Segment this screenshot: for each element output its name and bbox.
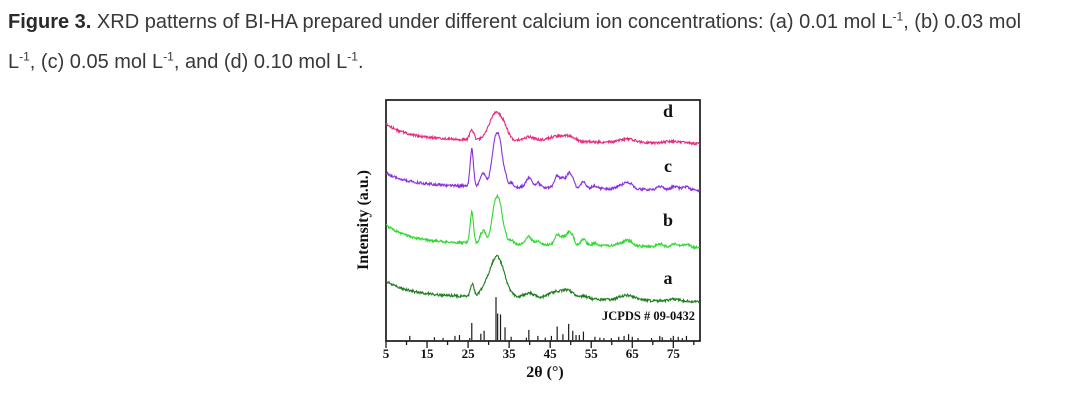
caption-text-segment: XRD patterns of BI-HA prepared under dif… xyxy=(91,11,893,33)
caption-superscript: -1 xyxy=(892,9,904,24)
x-tick-labels: 5 15 25 35 45 55 65 75 xyxy=(383,346,681,361)
x-tick-label: 5 xyxy=(383,346,390,361)
caption-line-1: Figure 3. XRD patterns of BI-HA prepared… xyxy=(8,2,1021,42)
xrd-curve-a xyxy=(385,254,701,304)
xrd-plot: 5 15 25 35 45 55 65 75 a b c d 2θ (°) Intensity (a.… xyxy=(355,99,701,381)
caption-figure-label: Figure 3. xyxy=(8,11,92,33)
curve-label-b: b xyxy=(663,210,673,230)
caption-text-segment: , and (d) 0.10 mol L xyxy=(173,51,348,73)
caption-text-segment: L xyxy=(8,51,20,73)
jcpds-stick-pattern xyxy=(409,297,688,341)
caption-superscript: -1 xyxy=(347,49,358,64)
x-tick-label: 35 xyxy=(503,346,517,361)
jcpds-reference-label: JCPDS # 09-0432 xyxy=(602,309,695,323)
y-axis-title: Intensity (a.u.) xyxy=(355,170,372,270)
x-tick-label: 25 xyxy=(462,346,476,361)
x-axis-title: 2θ (°) xyxy=(526,364,563,381)
x-tick-label: 65 xyxy=(626,346,640,361)
caption-superscript: -1 xyxy=(19,49,30,64)
caption-line-2: L-1, (c) 0.05 mol L-1, and (d) 0.10 mol … xyxy=(8,42,1021,82)
x-tick-label: 15 xyxy=(421,346,435,361)
caption-text-segment: . xyxy=(357,51,364,73)
xrd-curve-c xyxy=(385,131,701,193)
caption-line-1-text: XRD patterns of BI-HA prepared under dif… xyxy=(91,9,1022,33)
x-tick-label: 45 xyxy=(544,346,558,361)
caption-text-segment: , (c) 0.05 mol L xyxy=(29,51,164,73)
x-tick-label: 75 xyxy=(667,346,681,361)
xrd-chart: 5 15 25 35 45 55 65 75 a b c d 2θ (°) Intensity (a.… xyxy=(345,92,715,392)
x-tick-label: 55 xyxy=(585,346,599,361)
xrd-curve-b xyxy=(385,193,700,251)
x-axis-ticks xyxy=(385,341,695,348)
figure-caption: Figure 3. XRD patterns of BI-HA prepared… xyxy=(8,2,1021,82)
caption-text-segment: , (b) 0.03 mol xyxy=(903,11,1022,33)
xrd-curve-d xyxy=(385,110,701,146)
caption-line-2-text: L-1, (c) 0.05 mol L-1, and (d) 0.10 mol … xyxy=(8,49,364,73)
curve-label-c: c xyxy=(664,156,672,176)
plot-dynamic-content: 5 15 25 35 45 55 65 75 a b c d xyxy=(383,101,701,361)
curve-label-d: d xyxy=(663,101,673,121)
caption-superscript: -1 xyxy=(163,49,174,64)
curve-label-a: a xyxy=(664,268,673,288)
